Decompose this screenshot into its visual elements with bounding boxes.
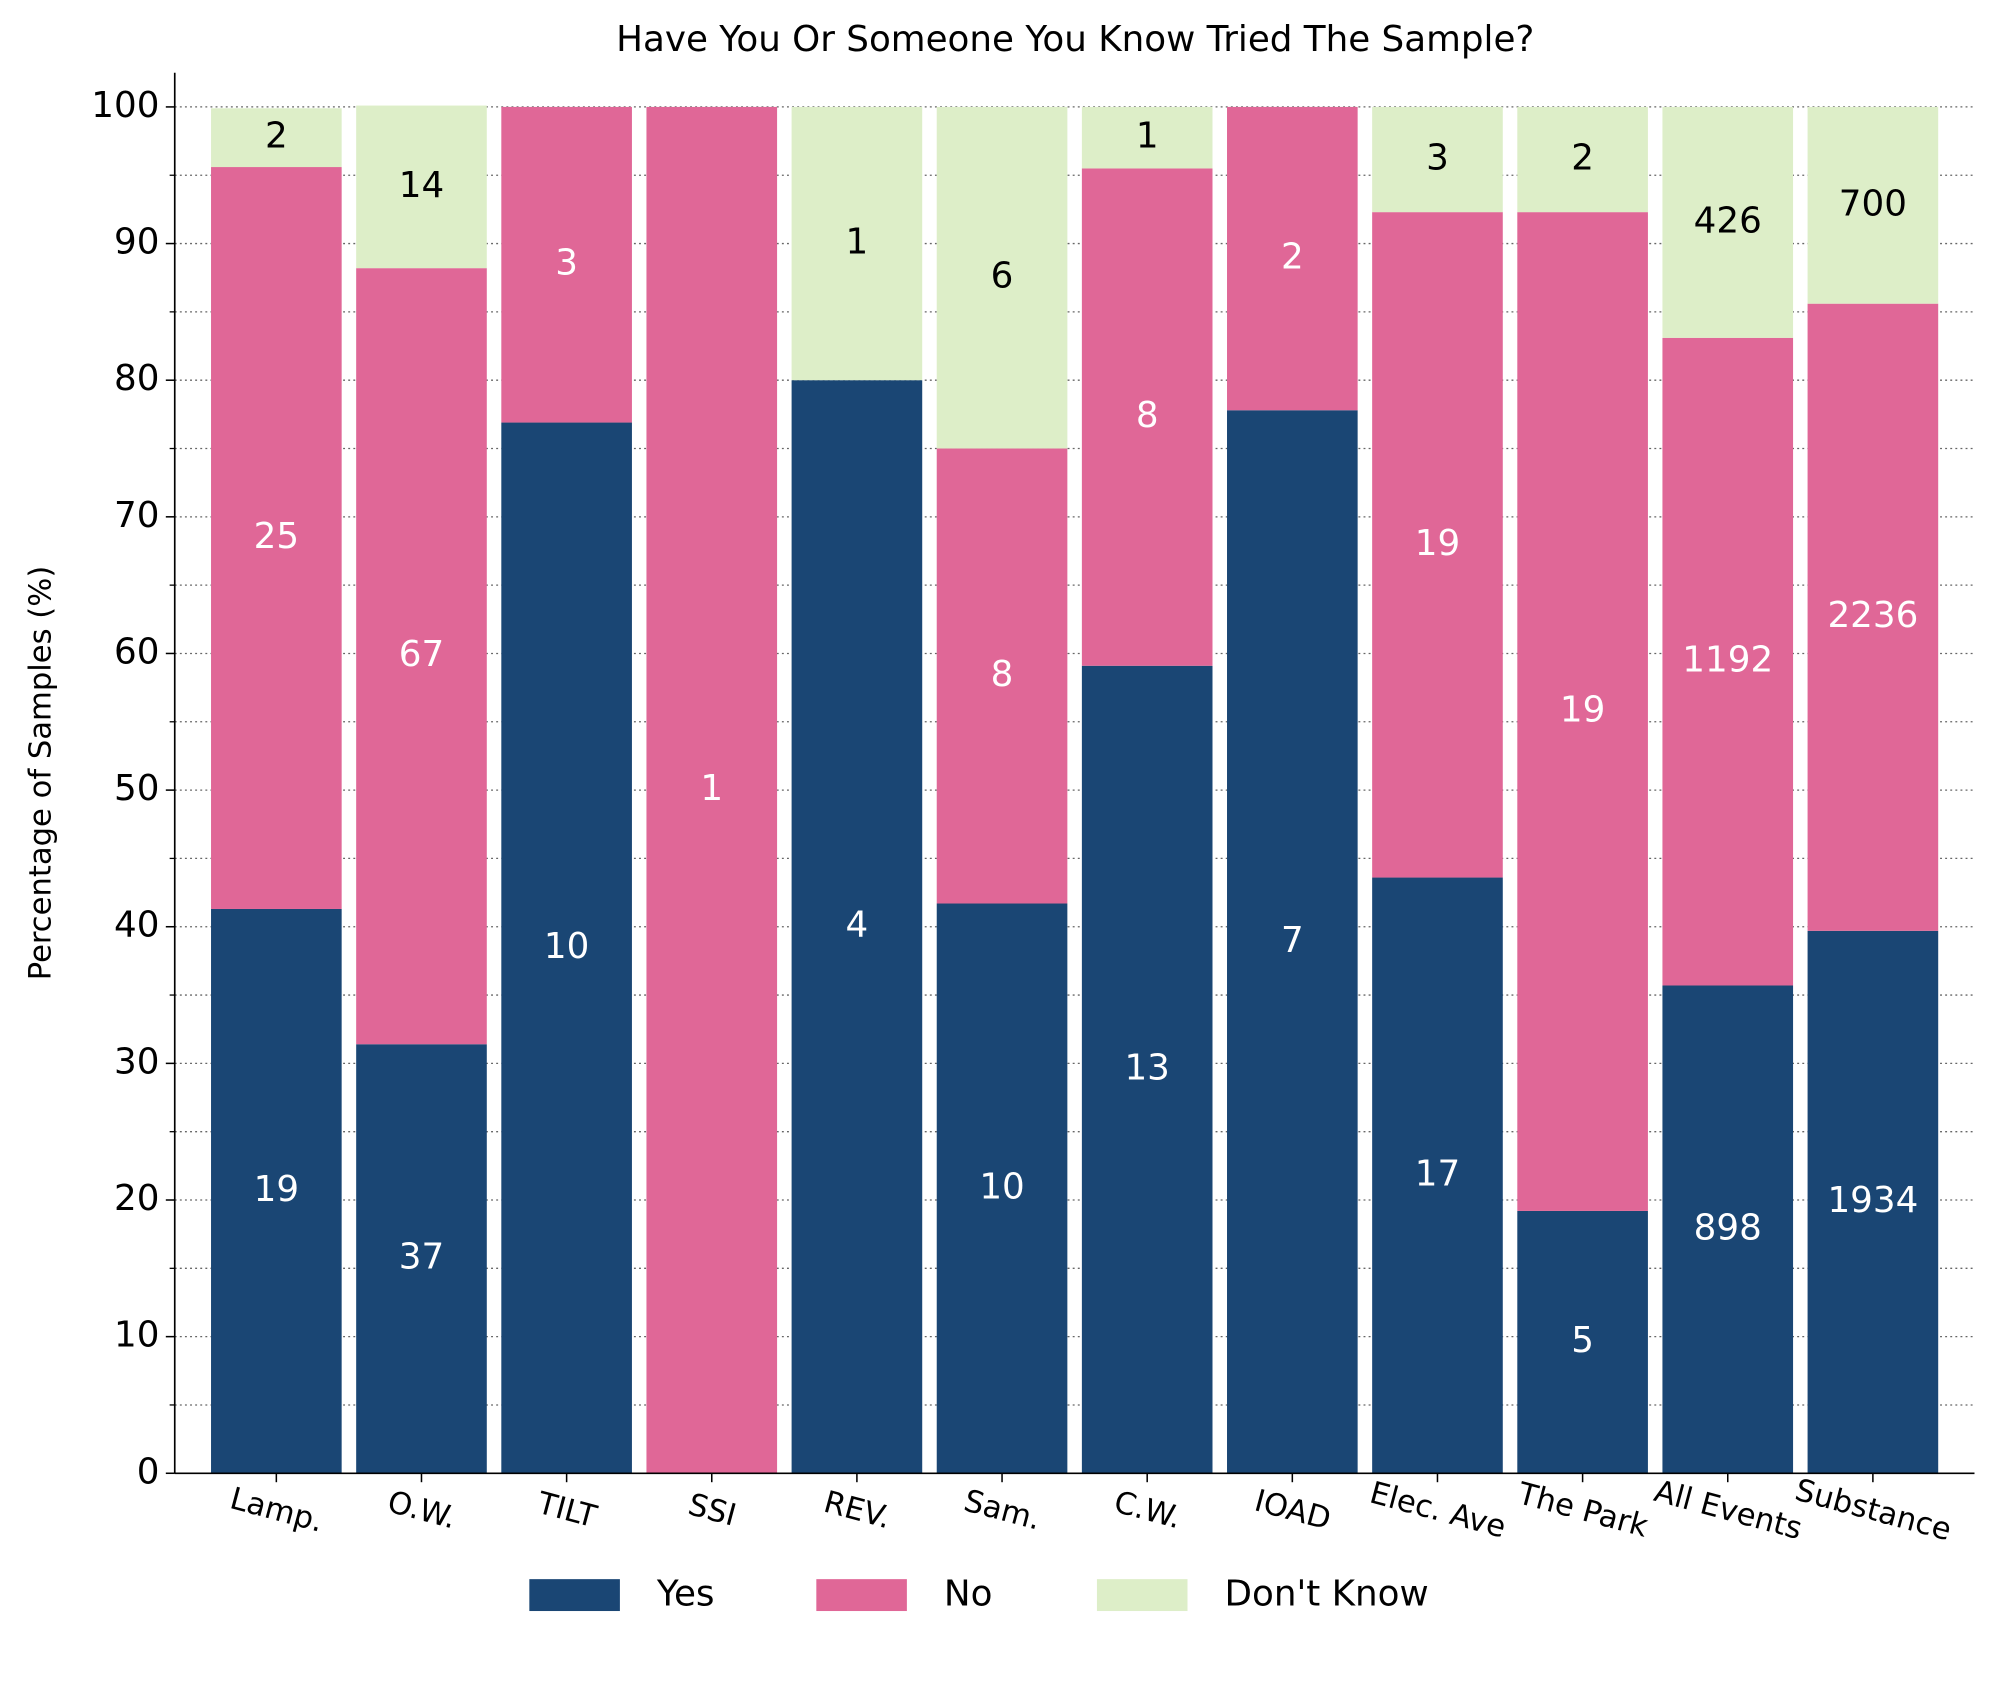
bar-segment [1372,106,1503,213]
bar-segment [936,903,1068,1474]
data-label: 14 [399,165,444,206]
x-tick-label: IOAD [1251,1484,1335,1538]
data-label: 6 [991,256,1014,297]
data-label: 4 [846,905,869,946]
data-label: 426 [1694,200,1762,241]
x-tick-label: Elec. Ave [1366,1476,1509,1546]
bar-segment [936,448,1068,904]
data-label: 700 [1839,183,1907,224]
bar-segment [1517,106,1648,213]
x-tick-label: REV. [820,1485,894,1536]
x-tick-label: Substance [1791,1473,1955,1548]
y-tick-label: 30 [114,1041,159,1082]
data-label: 8 [991,654,1014,695]
bar-segment [501,106,632,423]
bar-segment [1227,106,1358,411]
data-label: 19 [1415,523,1460,564]
data-label: 2 [265,116,288,157]
y-tick-label: 90 [114,222,159,263]
y-axis-label: Percentage of Samples (%) [24,566,59,981]
y-tick-label: 20 [114,1178,159,1219]
data-label: 19 [254,1169,299,1210]
bar-segment [936,106,1068,449]
data-label: 1192 [1682,640,1773,681]
data-label: 25 [254,516,299,557]
legend-swatch [1096,1579,1188,1612]
data-label: 7 [1281,920,1304,961]
data-label: 8 [1136,395,1159,436]
bar-segment [791,380,923,1474]
bar-segment [1227,410,1358,1474]
data-label: 10 [979,1166,1024,1207]
legend-swatch [529,1579,620,1612]
bar-segment [1372,877,1503,1474]
x-tick-label: Sam. [960,1484,1044,1538]
bar-segment [646,106,778,1474]
chart-title: Have You Or Someone You Know Tried The S… [616,19,1534,60]
x-tick-label: The Park [1513,1476,1652,1545]
data-label: 3 [1426,138,1449,179]
bar-segment [1662,985,1794,1474]
data-label: 2236 [1827,595,1918,636]
legend-label: Yes [656,1574,715,1615]
bar-segment [1807,106,1939,304]
data-label: 13 [1124,1048,1169,1089]
y-tick-label: 100 [91,85,159,126]
y-tick-label: 0 [137,1451,160,1492]
bar-segment [501,422,632,1474]
x-tick-label: All Events [1650,1474,1805,1547]
data-label: 1 [700,768,723,809]
bar-segment [1081,168,1213,666]
bar-segment [211,167,342,909]
x-tick-label: Lamp. [226,1481,327,1539]
y-tick-label: 80 [114,358,159,399]
data-label: 5 [1571,1320,1594,1361]
x-tick-label: SSI [684,1487,739,1533]
y-tick-label: 10 [114,1315,159,1356]
y-tick-label: 40 [114,905,159,946]
data-label: 1934 [1827,1180,1918,1221]
bar-segment [791,106,923,381]
legend-swatch [816,1579,907,1612]
data-label: 19 [1560,690,1605,731]
bar-segment [1372,212,1503,878]
data-label: 17 [1415,1153,1460,1194]
bar-segment [356,105,487,269]
legend-label: No [944,1574,993,1615]
data-label: 1 [846,222,869,263]
y-tick-label: 70 [114,495,159,536]
data-label: 898 [1694,1207,1762,1248]
y-tick-label: 60 [114,631,159,672]
bar-segment [356,268,487,1045]
bar-segment [1807,303,1939,931]
data-label: 2 [1281,237,1304,278]
x-tick-label: O.W. [384,1485,460,1537]
bar-segment [1517,1210,1648,1474]
bar-segment [211,108,342,168]
data-label: 1 [1136,116,1159,157]
legend-label: Don't Know [1224,1574,1428,1615]
data-label: 10 [544,926,589,967]
bar-segment [1081,106,1213,169]
data-label: 67 [399,634,444,675]
bar-segment [356,1044,487,1474]
data-label: 2 [1571,138,1594,179]
bar-segment [1081,665,1213,1474]
bar-segment [1662,337,1794,986]
bar-segment [1517,212,1648,1211]
bar-segment [1662,106,1794,338]
data-label: 37 [399,1237,444,1278]
data-label: 3 [555,243,578,284]
x-tick-label: TILT [533,1486,601,1535]
y-tick-label: 50 [114,768,159,809]
bar-segment [211,908,342,1474]
bar-segment [1807,930,1939,1474]
x-tick-label: C.W. [1110,1485,1184,1536]
